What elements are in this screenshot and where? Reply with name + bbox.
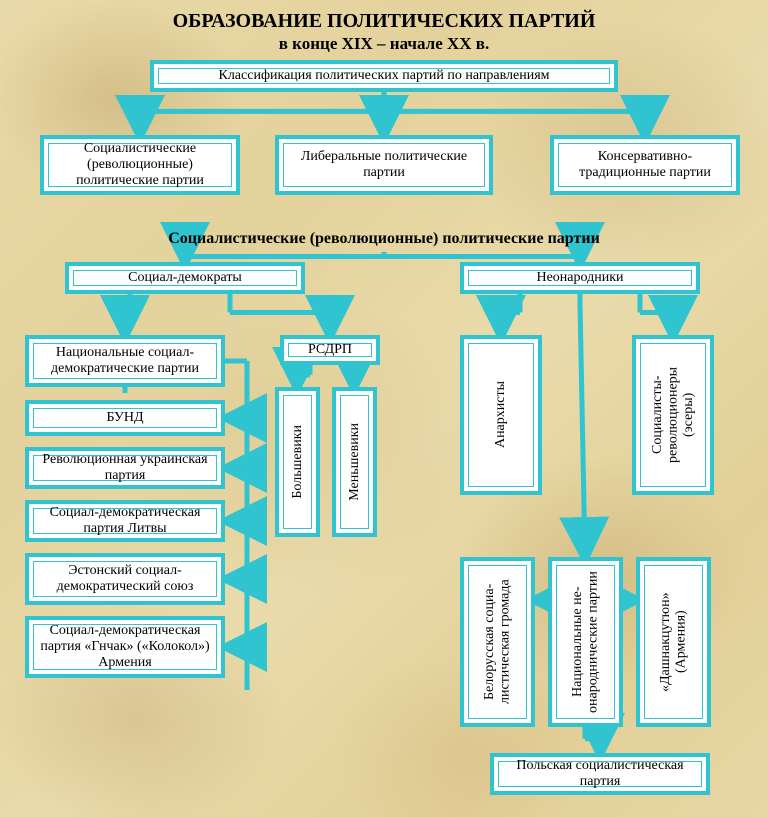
node-gnchak-label: Социал-демократическая партия «Гнчак» («…	[38, 623, 212, 671]
node-bolsh-label: Большевики	[290, 425, 305, 499]
node-root-label: Классификация политических партий по нап…	[218, 68, 549, 84]
node-cons: Консервативно-традиционные партии	[550, 135, 740, 195]
node-natneo-label: Национальные не-онароднические партии	[570, 568, 601, 716]
node-eser: Социалисты-революционеры (эсеры)	[632, 335, 714, 495]
section-subheading: Социалистические (революционные) политич…	[0, 230, 768, 248]
node-sd: Социал-демократы	[65, 262, 305, 294]
node-rsdrp: РСДРП	[280, 335, 380, 365]
node-ukr-label: Революционная украинская партия	[38, 452, 212, 484]
node-litva-label: Социал-демократическая партия Литвы	[38, 505, 212, 537]
node-nat_sd: Национальные социал-демократические парт…	[25, 335, 225, 387]
node-bund: БУНД	[25, 400, 225, 436]
node-polish: Польская социалистическая партия	[490, 753, 710, 795]
node-eser-label: Социалисты-революционеры (эсеры)	[650, 346, 696, 484]
page-title-line2: в конце XIX – начале XX в.	[0, 34, 768, 54]
node-ukr: Революционная украинская партия	[25, 447, 225, 489]
node-neo: Неонародники	[460, 262, 700, 294]
node-mensh: Меньшевики	[332, 387, 377, 537]
node-soc: Социалистические (революционные) политич…	[40, 135, 240, 195]
node-bel: Белорусская социа-листическая громада	[460, 557, 535, 727]
node-natneo: Национальные не-онароднические партии	[548, 557, 623, 727]
node-sd-label: Социал-демократы	[128, 270, 242, 286]
node-dash: «Дашнакцутюн» (Армения)	[636, 557, 711, 727]
node-lib-label: Либеральные политические партии	[288, 149, 480, 181]
node-polish-label: Польская социалистическая партия	[503, 758, 697, 790]
page-title-line1: ОБРАЗОВАНИЕ ПОЛИТИЧЕСКИХ ПАРТИЙ	[0, 10, 768, 33]
node-rsdrp-label: РСДРП	[308, 342, 352, 358]
node-litva: Социал-демократическая партия Литвы	[25, 500, 225, 542]
node-bund-label: БУНД	[106, 410, 143, 426]
node-soc-label: Социалистические (революционные) политич…	[53, 141, 227, 189]
node-dash-label: «Дашнакцутюн» (Армения)	[658, 568, 689, 716]
node-eston-label: Эстонский социал-демократический союз	[38, 563, 212, 595]
node-gnchak: Социал-демократическая партия «Гнчак» («…	[25, 616, 225, 678]
node-eston: Эстонский социал-демократический союз	[25, 553, 225, 605]
node-mensh-label: Меньшевики	[347, 423, 362, 501]
node-lib: Либеральные политические партии	[275, 135, 493, 195]
node-cons-label: Консервативно-традиционные партии	[563, 149, 727, 181]
node-bolsh: Большевики	[275, 387, 320, 537]
node-neo-label: Неонародники	[536, 270, 623, 286]
node-bel-label: Белорусская социа-листическая громада	[482, 568, 513, 716]
node-nat_sd-label: Национальные социал-демократические парт…	[38, 345, 212, 377]
node-anarch-label: Анархисты	[493, 381, 508, 448]
node-anarch: Анархисты	[460, 335, 542, 495]
node-root: Классификация политических партий по нап…	[150, 60, 618, 92]
